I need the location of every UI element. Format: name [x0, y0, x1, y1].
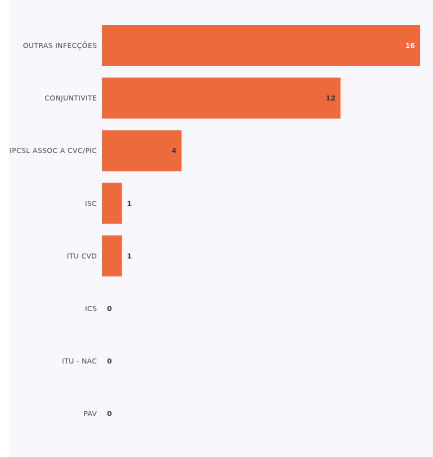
value-label-itu-cvd: 1	[127, 252, 132, 260]
value-label-ics: 0	[107, 305, 112, 313]
value-label-isc: 1	[127, 200, 132, 208]
value-label-conjuntivite: 12	[326, 95, 336, 103]
category-label-outras-infec-es: OUTRAS INFECÇÕES	[23, 41, 97, 50]
chart-panel	[9, 0, 433, 457]
bar-itu-cvd[interactable]	[102, 235, 122, 277]
bar-ipcsl-assoc-a-cvc-pic[interactable]	[102, 130, 182, 172]
bar-isc[interactable]	[102, 182, 122, 224]
category-label-ipcsl-assoc-a-cvc-pic: IPCSL ASSOC A CVC/PIC	[10, 147, 97, 155]
category-label-pav: PAV	[83, 410, 97, 418]
value-label-outras-infec-es: 16	[405, 42, 415, 50]
value-labels: 16 12 4 1 1 0 0 0	[107, 42, 415, 418]
value-label-itu-nac: 0	[107, 358, 112, 366]
value-label-ipcsl-assoc-a-cvc-pic: 4	[172, 147, 177, 155]
category-label-isc: ISC	[85, 200, 97, 208]
value-label-pav: 0	[107, 410, 112, 418]
bar-outras-infec-es[interactable]	[102, 25, 420, 66]
category-label-itu-cvd: ITU CVD	[67, 252, 97, 260]
category-label-ics: ICS	[85, 305, 97, 313]
category-label-conjuntivite: CONJUNTIVITE	[45, 95, 97, 103]
category-label-itu-nac: ITU - NAC	[62, 358, 97, 366]
bar-conjuntivite[interactable]	[102, 77, 341, 119]
category-labels: OUTRAS INFECÇÕES CONJUNTIVITE IPCSL ASSOC …	[10, 41, 98, 418]
bars	[102, 25, 420, 277]
